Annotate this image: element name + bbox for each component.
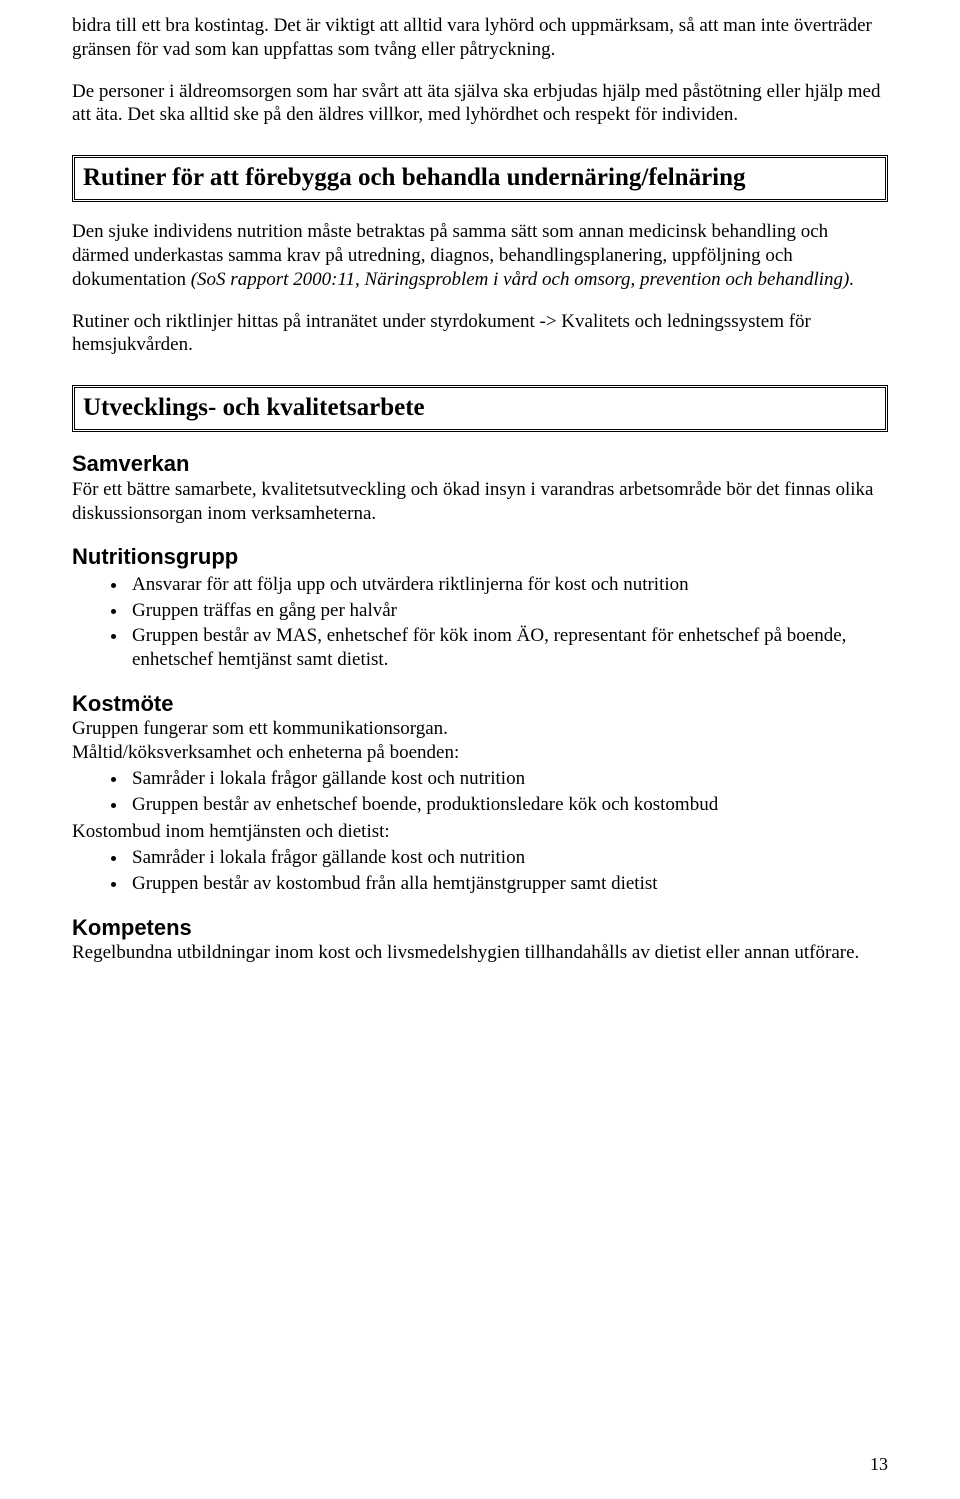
kostmote-paragraph-1: Gruppen fungerar som ett kommunikationso… <box>72 717 888 741</box>
rutiner-paragraph-1: Den sjuke individens nutrition måste bet… <box>72 220 888 291</box>
kostmote-heading: Kostmöte <box>72 690 888 718</box>
list-item: Gruppen består av MAS, enhetschef för kö… <box>128 624 888 672</box>
list-item: Samråder i lokala frågor gällande kost o… <box>128 767 888 791</box>
page-number: 13 <box>870 1453 888 1476</box>
nutritionsgrupp-heading: Nutritionsgrupp <box>72 543 888 571</box>
kostmote-list-2: Samråder i lokala frågor gällande kost o… <box>72 846 888 896</box>
samverkan-heading: Samverkan <box>72 450 888 478</box>
rutiner-p1-italic: (SoS rapport 2000:11, Näringsproblem i v… <box>191 269 854 290</box>
section-utveckling-heading: Utvecklings- och kvalitetsarbete <box>83 392 877 423</box>
kompetens-heading: Kompetens <box>72 914 888 942</box>
rutiner-paragraph-2: Rutiner och riktlinjer hittas på intranä… <box>72 310 888 358</box>
section-utveckling-box: Utvecklings- och kvalitetsarbete <box>72 385 888 432</box>
kostmote-paragraph-2: Måltid/köksverksamhet och enheterna på b… <box>72 741 888 765</box>
list-item: Gruppen består av kostombud från alla he… <box>128 872 888 896</box>
kostmote-paragraph-3: Kostombud inom hemtjänsten och dietist: <box>72 820 888 844</box>
kostmote-list-1: Samråder i lokala frågor gällande kost o… <box>72 767 888 817</box>
list-item: Gruppen träffas en gång per halvår <box>128 599 888 623</box>
section-rutiner-box: Rutiner för att förebygga och behandla u… <box>72 155 888 202</box>
list-item: Gruppen består av enhetschef boende, pro… <box>128 793 888 817</box>
kompetens-paragraph: Regelbundna utbildningar inom kost och l… <box>72 941 888 965</box>
list-item: Ansvarar för att följa upp och utvärdera… <box>128 573 888 597</box>
list-item: Samråder i lokala frågor gällande kost o… <box>128 846 888 870</box>
nutritionsgrupp-list: Ansvarar för att följa upp och utvärdera… <box>72 573 888 672</box>
section-rutiner-heading: Rutiner för att förebygga och behandla u… <box>83 162 877 193</box>
intro-paragraph-2: De personer i äldreomsorgen som har svår… <box>72 80 888 128</box>
samverkan-paragraph: För ett bättre samarbete, kvalitetsutvec… <box>72 478 888 526</box>
intro-paragraph-1: bidra till ett bra kostintag. Det är vik… <box>72 14 888 62</box>
